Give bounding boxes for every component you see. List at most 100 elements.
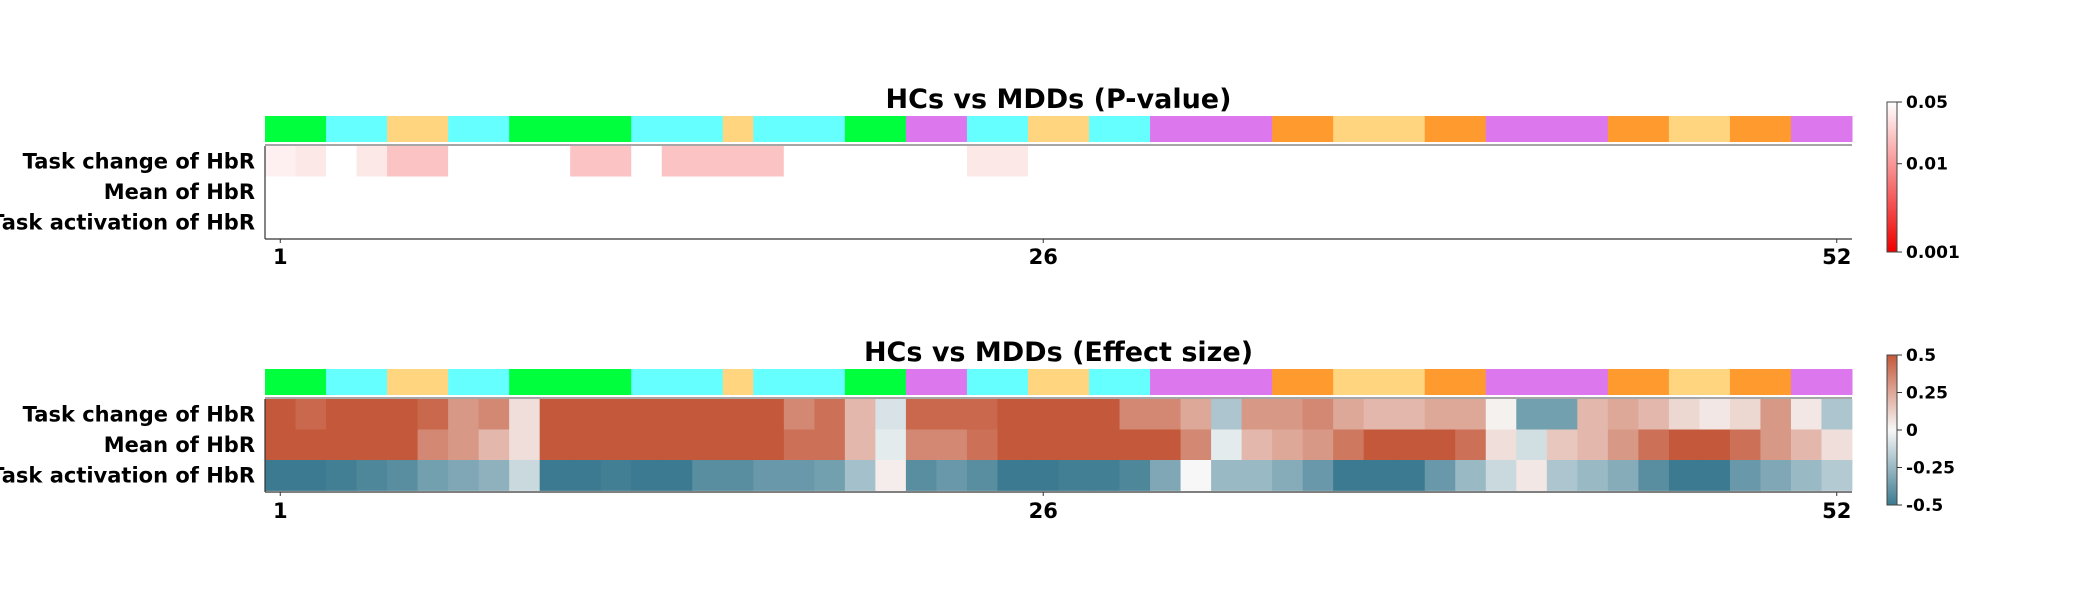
heatmap-cell	[600, 207, 632, 238]
x-tick-label: 26	[1029, 499, 1058, 523]
heatmap-cell	[356, 429, 388, 461]
heatmap-cell	[936, 429, 968, 461]
heatmap-cell	[1058, 460, 1090, 491]
heatmap-cell	[570, 460, 602, 491]
region-bar-segment	[448, 116, 510, 142]
heatmap-cell	[1577, 429, 1609, 461]
heatmap-cell	[1027, 429, 1059, 461]
region-bar-segment	[1272, 116, 1334, 142]
heatmap-cell	[875, 429, 907, 461]
heatmap-cell	[997, 429, 1029, 461]
heatmap-cell	[1546, 429, 1578, 461]
region-bar-segment	[722, 369, 754, 395]
heatmap-cell	[722, 399, 754, 430]
heatmap-cell	[1790, 146, 1822, 177]
heatmap-cell	[875, 146, 907, 177]
region-bar-segment	[1790, 369, 1853, 395]
heatmap-cell	[1150, 429, 1181, 461]
heatmap-cell	[1668, 429, 1700, 461]
heatmap-cell	[1150, 399, 1181, 430]
heatmap-cell	[997, 399, 1029, 430]
region-bar-segment	[966, 116, 1029, 142]
region-bar-segment	[966, 369, 1029, 395]
heatmap-cell	[814, 146, 846, 177]
region-bar-segment	[1027, 116, 1090, 142]
heatmap-cell	[753, 429, 785, 461]
heatmap-cell	[875, 176, 907, 208]
heatmap-cell	[1119, 176, 1151, 208]
heatmap-cell	[295, 207, 327, 238]
colorbar-tick-label: 0.01	[1906, 155, 1948, 175]
heatmap-cell	[1089, 429, 1120, 461]
heatmap-cell	[722, 146, 754, 177]
region-bar-segment	[1485, 116, 1609, 142]
x-tick-label: 52	[1822, 245, 1851, 269]
heatmap-cell	[905, 460, 937, 491]
heatmap-cell	[1455, 399, 1487, 430]
region-bar-segment	[1150, 116, 1273, 142]
heatmap-cell	[783, 176, 815, 208]
heatmap-cell	[539, 146, 571, 177]
heatmap-cell	[1058, 399, 1090, 430]
heatmap-cell	[326, 207, 357, 238]
heatmap-cell	[448, 146, 480, 177]
region-bar-segment	[1607, 369, 1670, 395]
heatmap-cell	[1150, 460, 1181, 491]
heatmap-cell	[509, 146, 541, 177]
heatmap-cell	[326, 429, 357, 461]
heatmap-cell	[1211, 207, 1243, 238]
heatmap-cell	[356, 146, 388, 177]
heatmap-cell	[692, 207, 724, 238]
pvalue-heatmap-panel: HCs vs MDDs (P-value) Task change of HbR M…	[0, 84, 1960, 269]
heatmap-cell	[1699, 429, 1731, 461]
heatmap-cell	[1241, 399, 1273, 430]
heatmap-cell	[783, 399, 815, 430]
heatmap-cell	[1455, 460, 1487, 491]
heatmap-cell	[1607, 146, 1639, 177]
heatmap-cell	[1516, 207, 1548, 238]
heatmap-cell	[387, 429, 418, 461]
heatmap-cell	[326, 460, 357, 491]
heatmap-cell	[265, 460, 296, 491]
heatmap-cell	[1180, 207, 1212, 238]
heatmap-cell	[1516, 146, 1548, 177]
heatmap-cell	[1272, 176, 1304, 208]
heatmap-cell	[1577, 399, 1609, 430]
heatmap-cell	[387, 176, 418, 208]
heatmap-cell	[478, 176, 510, 208]
heatmap-cell	[1058, 429, 1090, 461]
heatmap-cell	[417, 146, 449, 177]
heatmap-cell	[265, 207, 296, 238]
heatmap-cell	[1241, 429, 1273, 461]
heatmap-cell	[966, 460, 998, 491]
heatmap-cell	[295, 146, 327, 177]
region-bar-segment	[1729, 116, 1792, 142]
heatmap-cell	[1546, 399, 1578, 430]
heatmap-cell	[1546, 460, 1578, 491]
heatmap-cell	[417, 176, 449, 208]
heatmap-cell	[1302, 146, 1334, 177]
heatmap-cell	[600, 146, 632, 177]
heatmap-cell	[1821, 207, 1853, 238]
heatmap-cell	[814, 429, 846, 461]
heatmap-cell	[1302, 207, 1334, 238]
heatmap-cell	[966, 429, 998, 461]
heatmap-cell	[844, 176, 876, 208]
heatmap-cell	[631, 146, 663, 177]
heatmap-cell	[1333, 429, 1365, 461]
heatmap-cell	[722, 429, 754, 461]
heatmap-cell	[448, 429, 480, 461]
heatmap-cell	[1668, 176, 1700, 208]
heatmap-cell	[1089, 460, 1120, 491]
region-bar-segment	[722, 116, 754, 142]
heatmap-cell	[265, 399, 296, 430]
region-bar-segment	[1790, 116, 1853, 142]
heatmap-cell	[936, 207, 968, 238]
heatmap-cell	[570, 176, 602, 208]
heatmap-cell	[356, 176, 388, 208]
heatmap-cell	[905, 429, 937, 461]
heatmap-cell	[1699, 460, 1731, 491]
heatmap-cell	[1638, 176, 1670, 208]
heatmap-cell	[966, 399, 998, 430]
heatmap-cell	[1424, 176, 1456, 208]
